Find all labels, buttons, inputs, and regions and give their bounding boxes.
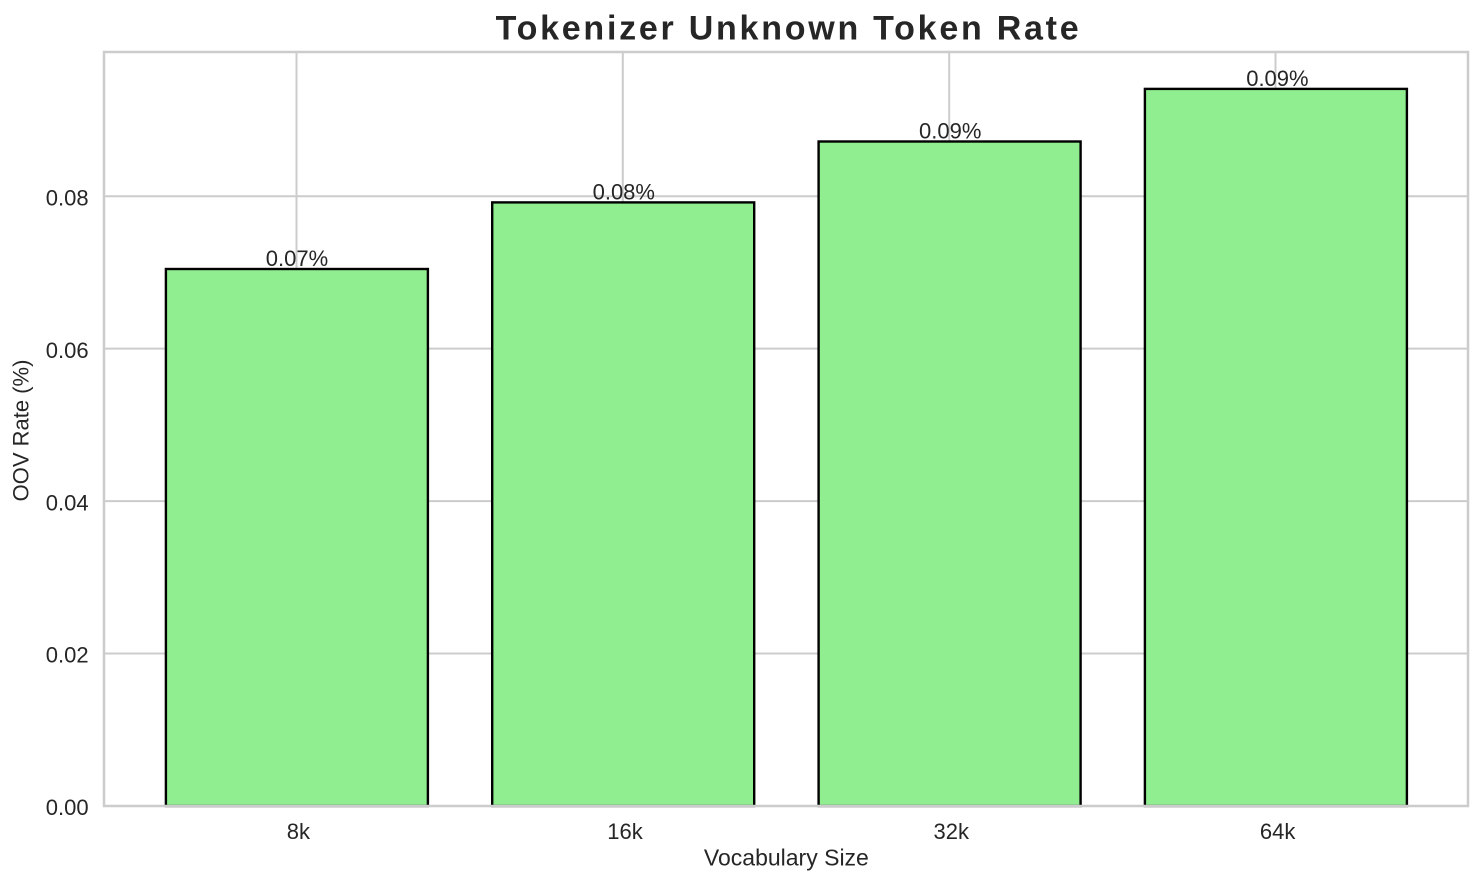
svg-text:0.07%: 0.07% <box>266 246 328 271</box>
svg-text:Vocabulary Size: Vocabulary Size <box>704 844 869 870</box>
svg-text:0.08%: 0.08% <box>593 180 655 205</box>
svg-text:0.06: 0.06 <box>46 338 89 363</box>
svg-text:0.09%: 0.09% <box>1246 66 1308 91</box>
svg-text:0.08: 0.08 <box>46 185 89 210</box>
svg-text:0.00: 0.00 <box>46 795 89 820</box>
svg-text:0.02: 0.02 <box>46 643 89 668</box>
svg-text:OOV Rate (%): OOV Rate (%) <box>9 360 34 502</box>
svg-text:Tokenizer Unknown Token Rate: Tokenizer Unknown Token Rate <box>496 9 1082 47</box>
svg-text:64k: 64k <box>1260 819 1296 844</box>
svg-text:0.09%: 0.09% <box>919 119 981 144</box>
svg-text:8k: 8k <box>287 819 311 844</box>
svg-text:0.04: 0.04 <box>46 490 89 515</box>
svg-text:32k: 32k <box>934 819 970 844</box>
svg-text:16k: 16k <box>607 819 643 844</box>
